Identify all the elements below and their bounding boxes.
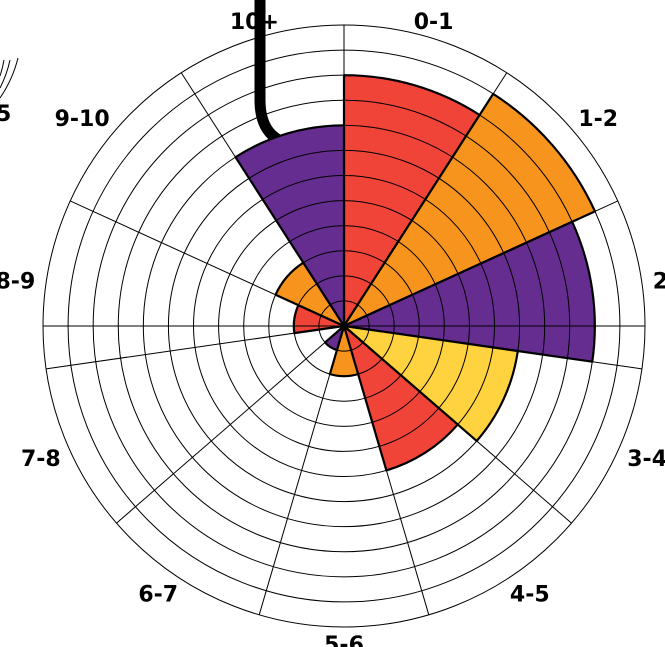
grid-layer [42,24,646,628]
category-label-5-6: 5-6 [324,633,364,647]
sector-divider-2 [343,200,619,327]
category-label-3-4: 3-4 [627,447,665,472]
category-label-7-8: 7-8 [21,447,61,472]
category-label-6-7: 6-7 [138,583,178,608]
sector-divider-6 [258,325,345,615]
sector-divider-9 [69,200,345,327]
category-label-8-9: 8-9 [0,270,35,295]
category-label-10plus: 10+ [230,10,279,35]
category-label-0-1: 0-1 [414,10,454,35]
category-label-4-5: 4-5 [510,583,550,608]
partial-edge-label: 5 [0,102,11,127]
decorative-fragments: 5 [0,0,332,152]
sector-divider-10 [180,72,345,327]
sector-divider-7 [116,325,345,524]
sector-divider-8 [45,325,345,370]
category-label-2-3: 2-3 [653,270,665,295]
sector-divider-4 [343,325,572,524]
labels-layer: 0-1 1-2 2-3 3-4 4-5 5-6 6-7 7-8 8-9 9-10 10+ [0,10,665,647]
category-label-1-2: 1-2 [578,107,618,132]
category-label-9-10: 9-10 [55,107,110,132]
wedges-layer [234,74,597,472]
sector-divider-5 [343,325,430,615]
sector-divider-1 [343,72,508,327]
partial-grid-arcs [0,57,19,99]
sector-divider-3 [343,325,643,370]
